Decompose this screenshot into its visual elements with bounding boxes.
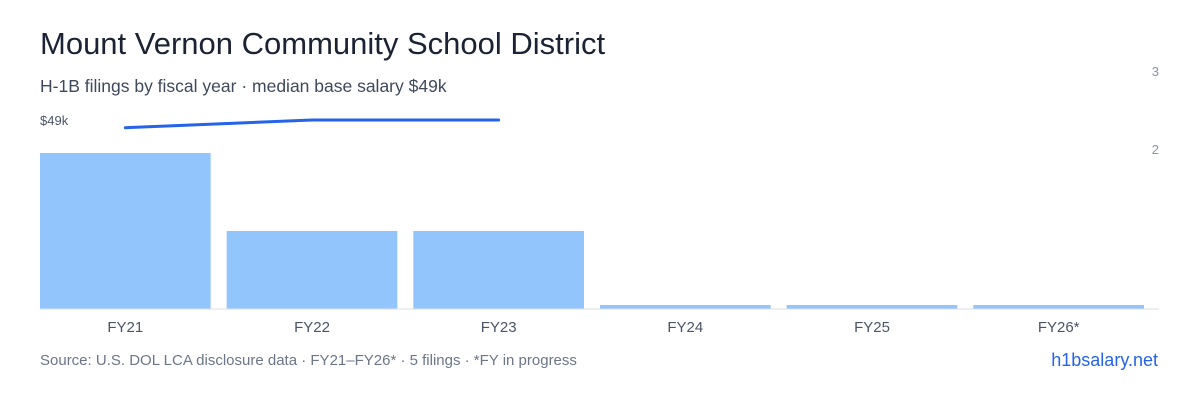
- right-axis-tick: 2: [1152, 142, 1159, 157]
- bar-fy23: [413, 231, 584, 309]
- x-tick-label: FY25: [854, 319, 890, 336]
- x-tick-label: FY23: [481, 319, 517, 336]
- bar-fy21: [40, 153, 211, 309]
- bar-fy25: [786, 305, 958, 309]
- bar-chart: FY21 FY22 FY23 FY24 FY25 FY26* 32 $49k: [40, 64, 1159, 336]
- bar-fy24: [600, 305, 771, 309]
- bars-group: [40, 153, 1144, 309]
- right-axis-group: 32: [1152, 64, 1159, 157]
- line-group: [123, 118, 501, 130]
- x-ticks-group: FY21 FY22 FY23 FY24 FY25 FY26*: [107, 319, 1079, 336]
- brand-link[interactable]: h1bsalary.net: [1051, 350, 1158, 370]
- x-tick-label: FY26*: [1038, 319, 1080, 336]
- chart-title: Mount Vernon Community School District: [40, 26, 606, 61]
- chart-subtitle: H-1B filings by fiscal year · median bas…: [40, 76, 447, 96]
- x-tick-label: FY22: [294, 319, 330, 336]
- bar-fy26: [973, 305, 1144, 309]
- source-note: Source: U.S. DOL LCA disclosure data · F…: [40, 352, 577, 369]
- salary-line: [123, 118, 501, 130]
- right-axis-tick: 3: [1152, 64, 1159, 79]
- bar-fy22: [226, 231, 398, 309]
- x-tick-label: FY24: [667, 319, 703, 336]
- left-axis-label: $49k: [40, 113, 69, 128]
- x-tick-label: FY21: [107, 319, 143, 336]
